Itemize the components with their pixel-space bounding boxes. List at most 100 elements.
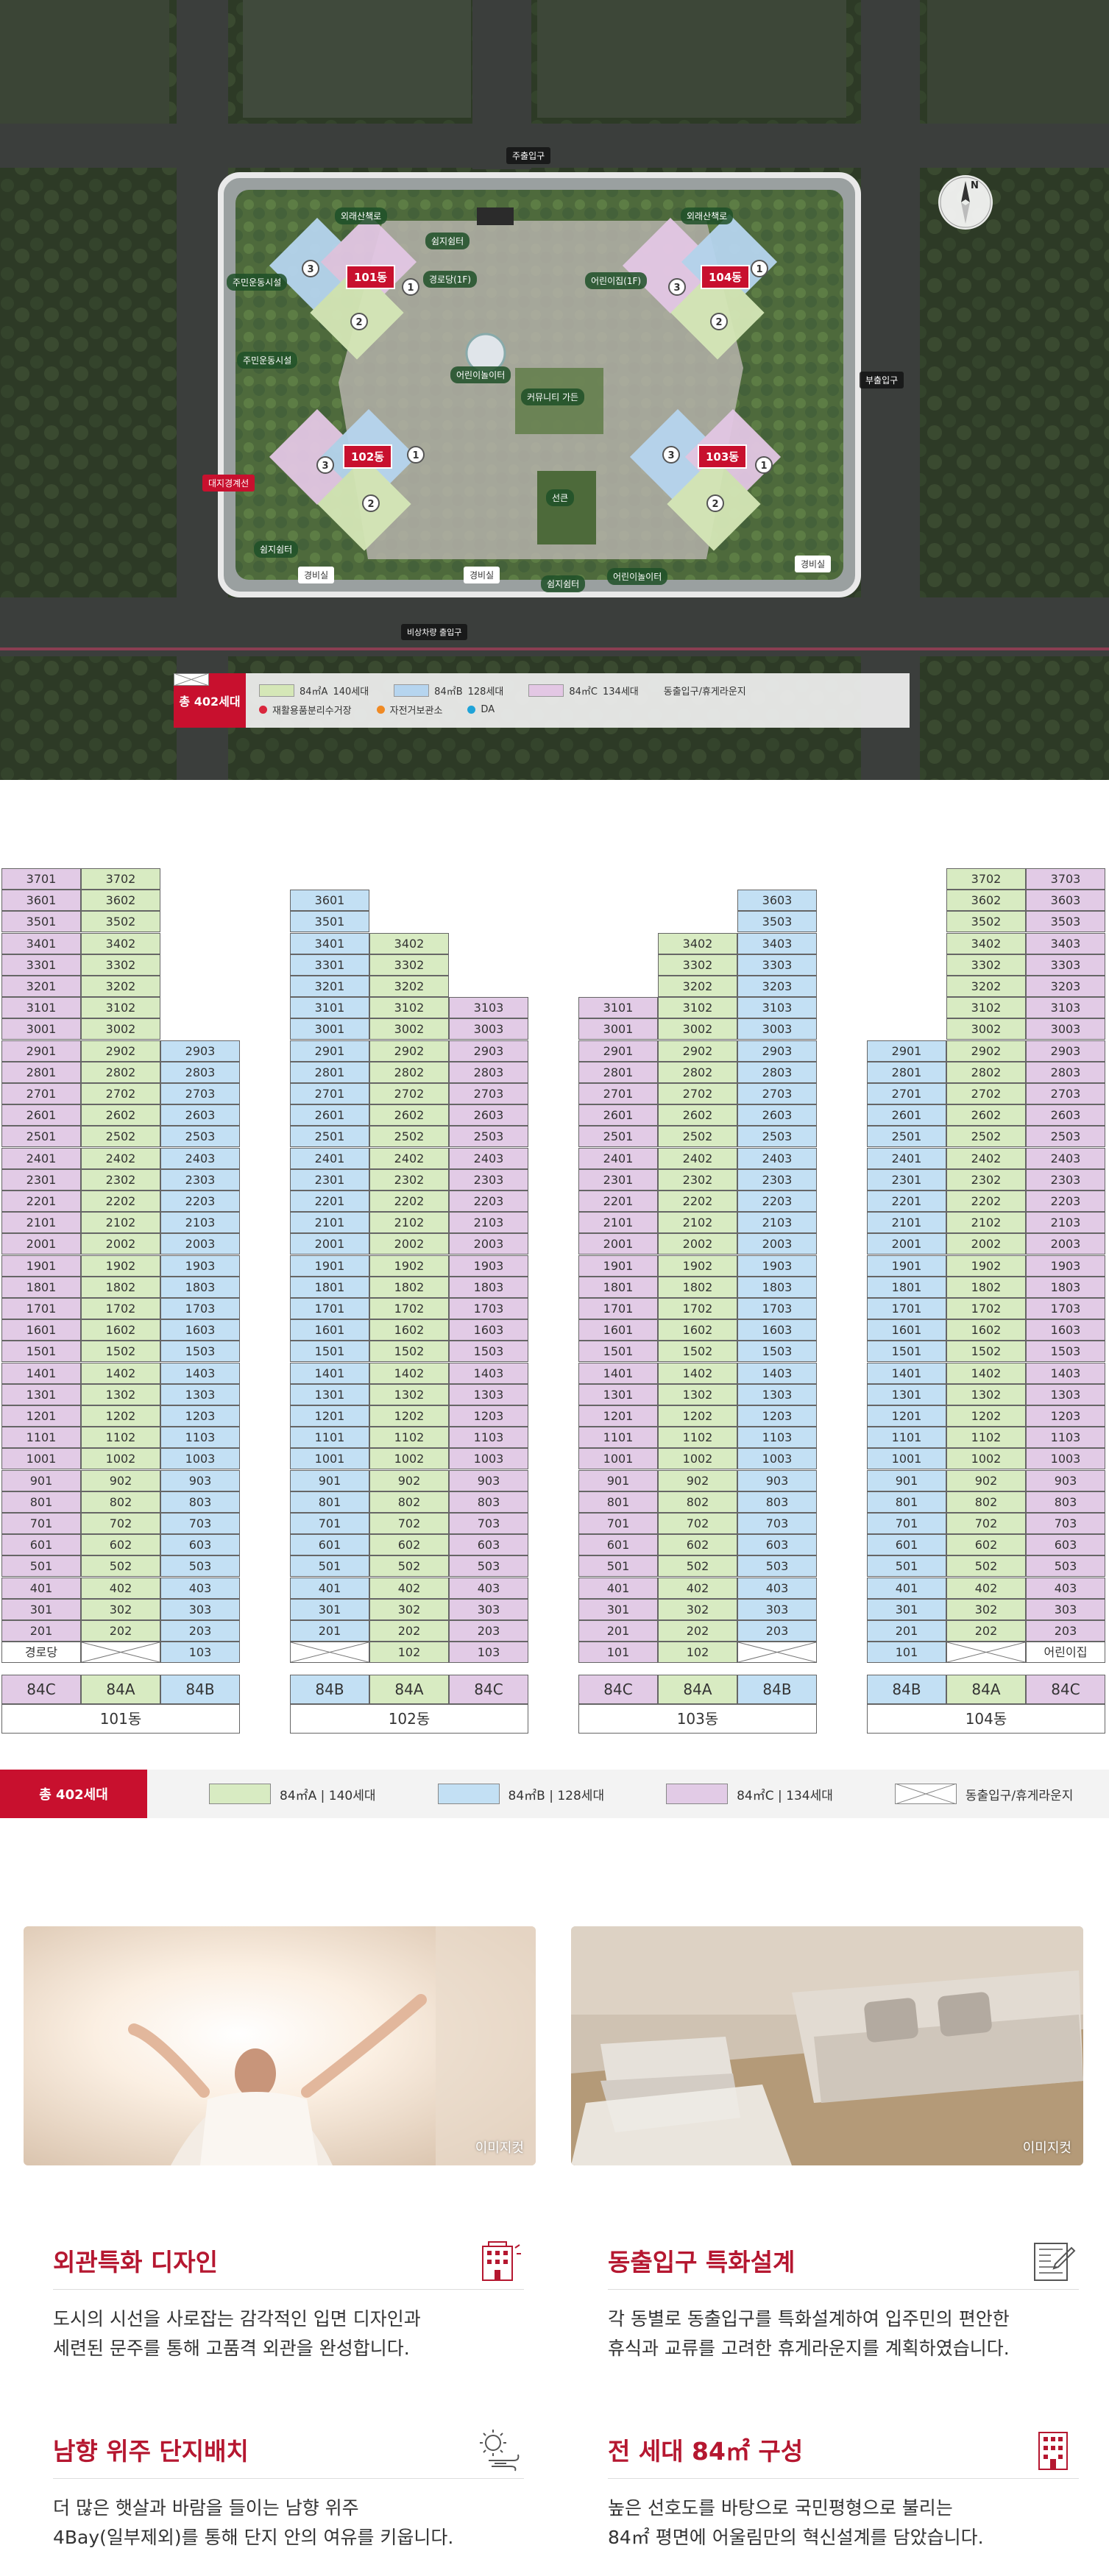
type-a-label: 84㎡A xyxy=(300,686,328,698)
unit-cell: 1302 xyxy=(81,1383,160,1405)
feature-description: 세련된 문주를 통해 고품격 외관을 완성합니다. xyxy=(53,2338,410,2359)
unit-cell: 702 xyxy=(946,1513,1026,1534)
unit-cell: 1801 xyxy=(867,1276,946,1298)
unit-cell: 1503 xyxy=(449,1341,528,1363)
unit-cell: 2803 xyxy=(737,1061,817,1083)
unit-cell: 2701 xyxy=(290,1083,369,1104)
unit-cell: 203 xyxy=(737,1620,817,1642)
unit-cell: 1801 xyxy=(578,1276,658,1298)
unit-type-label: 84C xyxy=(578,1675,658,1705)
unit-cell: 1702 xyxy=(81,1298,160,1319)
divider xyxy=(53,2478,524,2479)
site-plan-aerial xyxy=(0,0,1109,780)
unit-cell: 1703 xyxy=(160,1298,240,1319)
unit-cell: 901 xyxy=(578,1469,658,1491)
unit-cell: 1001 xyxy=(867,1448,946,1470)
unit-cell: 3001 xyxy=(290,1018,369,1040)
lifestyle-photo: 이미지컷 xyxy=(24,1926,536,2165)
unit-cell: 502 xyxy=(946,1555,1026,1578)
unit-cell: 2602 xyxy=(658,1104,737,1126)
unit-cell: 201 xyxy=(290,1620,369,1642)
unit-cell: 801 xyxy=(290,1491,369,1513)
unit-cell: 1903 xyxy=(160,1255,240,1277)
unit-cell: 3201 xyxy=(290,976,369,997)
unit-cell: 2402 xyxy=(946,1147,1026,1169)
unit-number-icon: 2 xyxy=(362,494,380,512)
unit-cell: 2502 xyxy=(81,1126,160,1148)
unit-cell: 1203 xyxy=(160,1405,240,1427)
unit-cell: 601 xyxy=(290,1534,369,1556)
unit-cell: 2302 xyxy=(369,1168,449,1191)
type-b-count: 128세대 xyxy=(467,686,504,698)
unit-cell: 702 xyxy=(81,1513,160,1534)
unit-cell: 301 xyxy=(290,1598,369,1620)
unit-cell: 3003 xyxy=(1026,1018,1105,1040)
unit-cell: 901 xyxy=(867,1469,946,1491)
unit-number-icon: 2 xyxy=(706,494,724,512)
unit-cell: 1802 xyxy=(946,1276,1026,1298)
unit-cell: 403 xyxy=(449,1577,528,1599)
unit-cell: 2701 xyxy=(1,1083,81,1104)
bicycle-dot-icon xyxy=(376,705,385,714)
unit-cell: 2401 xyxy=(578,1147,658,1169)
unit-cell: 301 xyxy=(1,1598,81,1620)
daycare-label: 어린이집(1F) xyxy=(585,272,648,289)
feature-entrance-design: 동출입구 특화설계 각 동별로 동출입구를 특화설계하여 입주민의 편안한 휴식과… xyxy=(608,2243,1079,2363)
unit-cell: 302 xyxy=(946,1598,1026,1620)
unit-cell: 2002 xyxy=(946,1233,1026,1255)
unit-cell: 3601 xyxy=(290,890,369,912)
feature-title: 동출입구 특화설계 xyxy=(608,2248,796,2277)
unit-cell: 3503 xyxy=(737,911,817,933)
unit-cell: 2301 xyxy=(290,1168,369,1191)
unit-cell: 2302 xyxy=(946,1168,1026,1191)
unit-cell: 2703 xyxy=(1026,1083,1105,1104)
unit-cell: 601 xyxy=(1,1534,81,1556)
unit-cell: 703 xyxy=(737,1513,817,1534)
unit-cell: 2003 xyxy=(160,1233,240,1255)
building-name: 102동 xyxy=(290,1704,528,1734)
unit-number-icon: 3 xyxy=(662,446,680,464)
unit-cell: 1901 xyxy=(578,1255,658,1277)
unit-cell: 1802 xyxy=(369,1276,449,1298)
unit-cell: 2603 xyxy=(449,1104,528,1126)
unit-type-label: 84B xyxy=(867,1675,946,1705)
unit-cell: 1702 xyxy=(369,1298,449,1319)
unit-cell: 803 xyxy=(1026,1491,1105,1513)
unit-cell: 303 xyxy=(449,1598,528,1620)
recycle-dot-icon xyxy=(259,705,267,714)
unit-cell: 102 xyxy=(369,1642,449,1664)
interior-photo: 이미지컷 xyxy=(571,1926,1083,2165)
unit-cell: 1101 xyxy=(578,1427,658,1449)
unit-cell: 203 xyxy=(160,1620,240,1642)
unit-cell: 3001 xyxy=(578,1018,658,1040)
gate-icon xyxy=(174,673,209,686)
unit-cell: 701 xyxy=(578,1513,658,1534)
unit-cell: 2602 xyxy=(81,1104,160,1126)
unit-cell: 1503 xyxy=(1026,1341,1105,1363)
unit-cell: 503 xyxy=(1026,1555,1105,1578)
blueprint-icon xyxy=(1034,2243,1076,2281)
unit-type-label: 84B xyxy=(160,1675,240,1705)
unit-cell: 3103 xyxy=(737,997,817,1019)
unit-cell: 3501 xyxy=(290,911,369,933)
unit-cell: 2501 xyxy=(1,1126,81,1148)
unit-cell: 903 xyxy=(737,1469,817,1491)
unit-cell: 2003 xyxy=(449,1233,528,1255)
unit-cell: 603 xyxy=(449,1534,528,1556)
unit-cell: 1701 xyxy=(867,1298,946,1319)
unit-cell: 3301 xyxy=(1,954,81,976)
entrance-lounge-cell xyxy=(737,1642,817,1664)
unit-cell: 1803 xyxy=(160,1276,240,1298)
unit-cell: 1001 xyxy=(578,1448,658,1470)
unit-cell: 1903 xyxy=(1026,1255,1105,1277)
entrance-lounge-cell xyxy=(81,1642,160,1664)
unit-cell: 1401 xyxy=(867,1362,946,1384)
unit-cell: 1603 xyxy=(449,1319,528,1341)
unit-cell: 3201 xyxy=(1,976,81,997)
unit-cell: 1601 xyxy=(867,1319,946,1341)
unit-cell: 602 xyxy=(369,1534,449,1556)
unit-cell: 3003 xyxy=(449,1018,528,1040)
unit-cell: 1103 xyxy=(737,1427,817,1449)
unit-cell: 1401 xyxy=(1,1362,81,1384)
unit-cell: 2902 xyxy=(946,1040,1026,1062)
